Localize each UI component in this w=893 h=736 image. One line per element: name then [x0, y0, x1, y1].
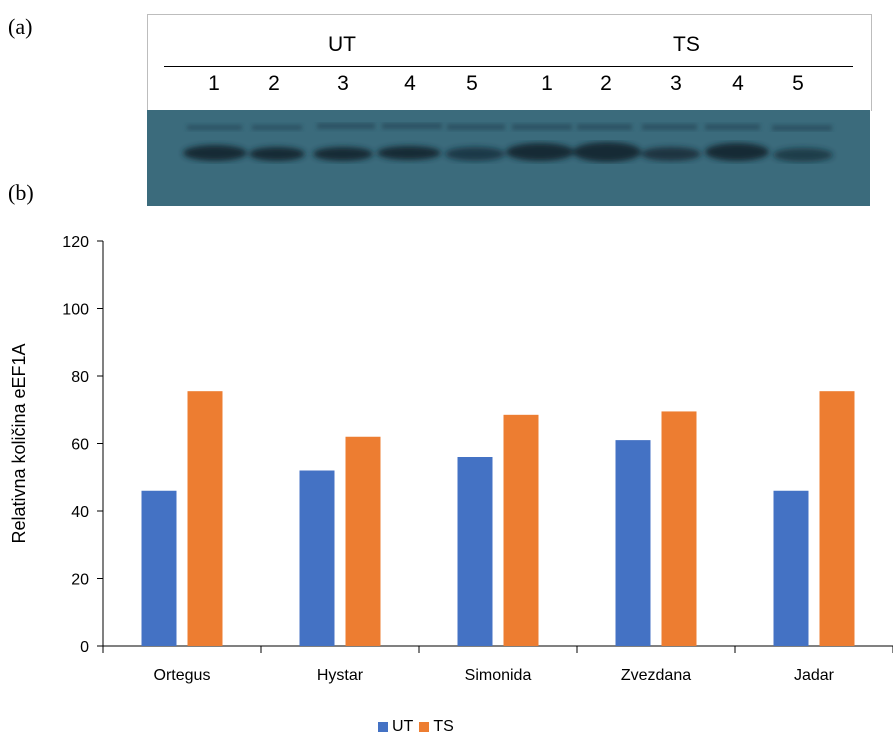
- bar-ts-zvezdana: [661, 411, 697, 646]
- bar-ts-hystar: [345, 436, 381, 646]
- western-blot-image: [147, 110, 870, 206]
- lane-label: 5: [466, 72, 478, 95]
- panel-label-a: (a): [8, 14, 33, 39]
- legend-label-ts: TS: [433, 718, 454, 735]
- legend-item-ut: UT: [378, 718, 413, 736]
- bar-ts-jadar: [819, 391, 855, 646]
- legend-label-ut: UT: [392, 718, 414, 735]
- panel-label-b: (b): [8, 180, 34, 205]
- lane-label: 3: [337, 72, 349, 95]
- x-category-label: Ortegus: [154, 667, 211, 684]
- legend-swatch-ut: [378, 722, 388, 732]
- blot-group-ts: TS: [673, 33, 700, 56]
- lane-label: 1: [541, 72, 553, 95]
- lane-label: 3: [670, 72, 682, 95]
- lane-label: 2: [600, 72, 612, 95]
- legend-item-ts: TS: [419, 718, 454, 736]
- bar-ut-hystar: [299, 470, 335, 646]
- bar-ut-ortegus: [141, 490, 177, 646]
- blot-header: UT TS 1 2 3 4 5 1 2 3 4 5: [147, 14, 872, 111]
- lane-label: 4: [404, 72, 416, 95]
- y-tick-label: 120: [62, 234, 89, 251]
- y-tick-label: 0: [80, 639, 89, 656]
- chart-legend: UT TS: [378, 718, 460, 736]
- x-category-label: Zvezdana: [621, 667, 691, 684]
- lane-label: 4: [732, 72, 744, 95]
- y-tick-label: 100: [62, 302, 89, 319]
- lane-label: 1: [208, 72, 220, 95]
- y-tick-label: 20: [71, 572, 89, 589]
- bar-ut-zvezdana: [615, 440, 651, 646]
- blot-group-ut: UT: [328, 33, 356, 56]
- bar-ut-jadar: [773, 490, 809, 646]
- lane-label: 5: [792, 72, 804, 95]
- y-tick-label: 60: [71, 437, 89, 454]
- bar-ts-ortegus: [187, 391, 223, 646]
- bar-ts-simonida: [503, 414, 539, 646]
- x-category-label: Jadar: [794, 667, 835, 684]
- y-tick-label: 40: [71, 504, 89, 521]
- y-tick-label: 80: [71, 369, 89, 386]
- legend-swatch-ts: [419, 722, 430, 732]
- x-category-label: Simonida: [465, 667, 532, 684]
- blot-header-line: [164, 66, 853, 67]
- lane-label: 2: [268, 72, 280, 95]
- x-category-label: Hystar: [317, 667, 364, 684]
- bar-ut-simonida: [457, 457, 493, 646]
- y-axis-title: Relativna količina eEF1A: [9, 343, 29, 543]
